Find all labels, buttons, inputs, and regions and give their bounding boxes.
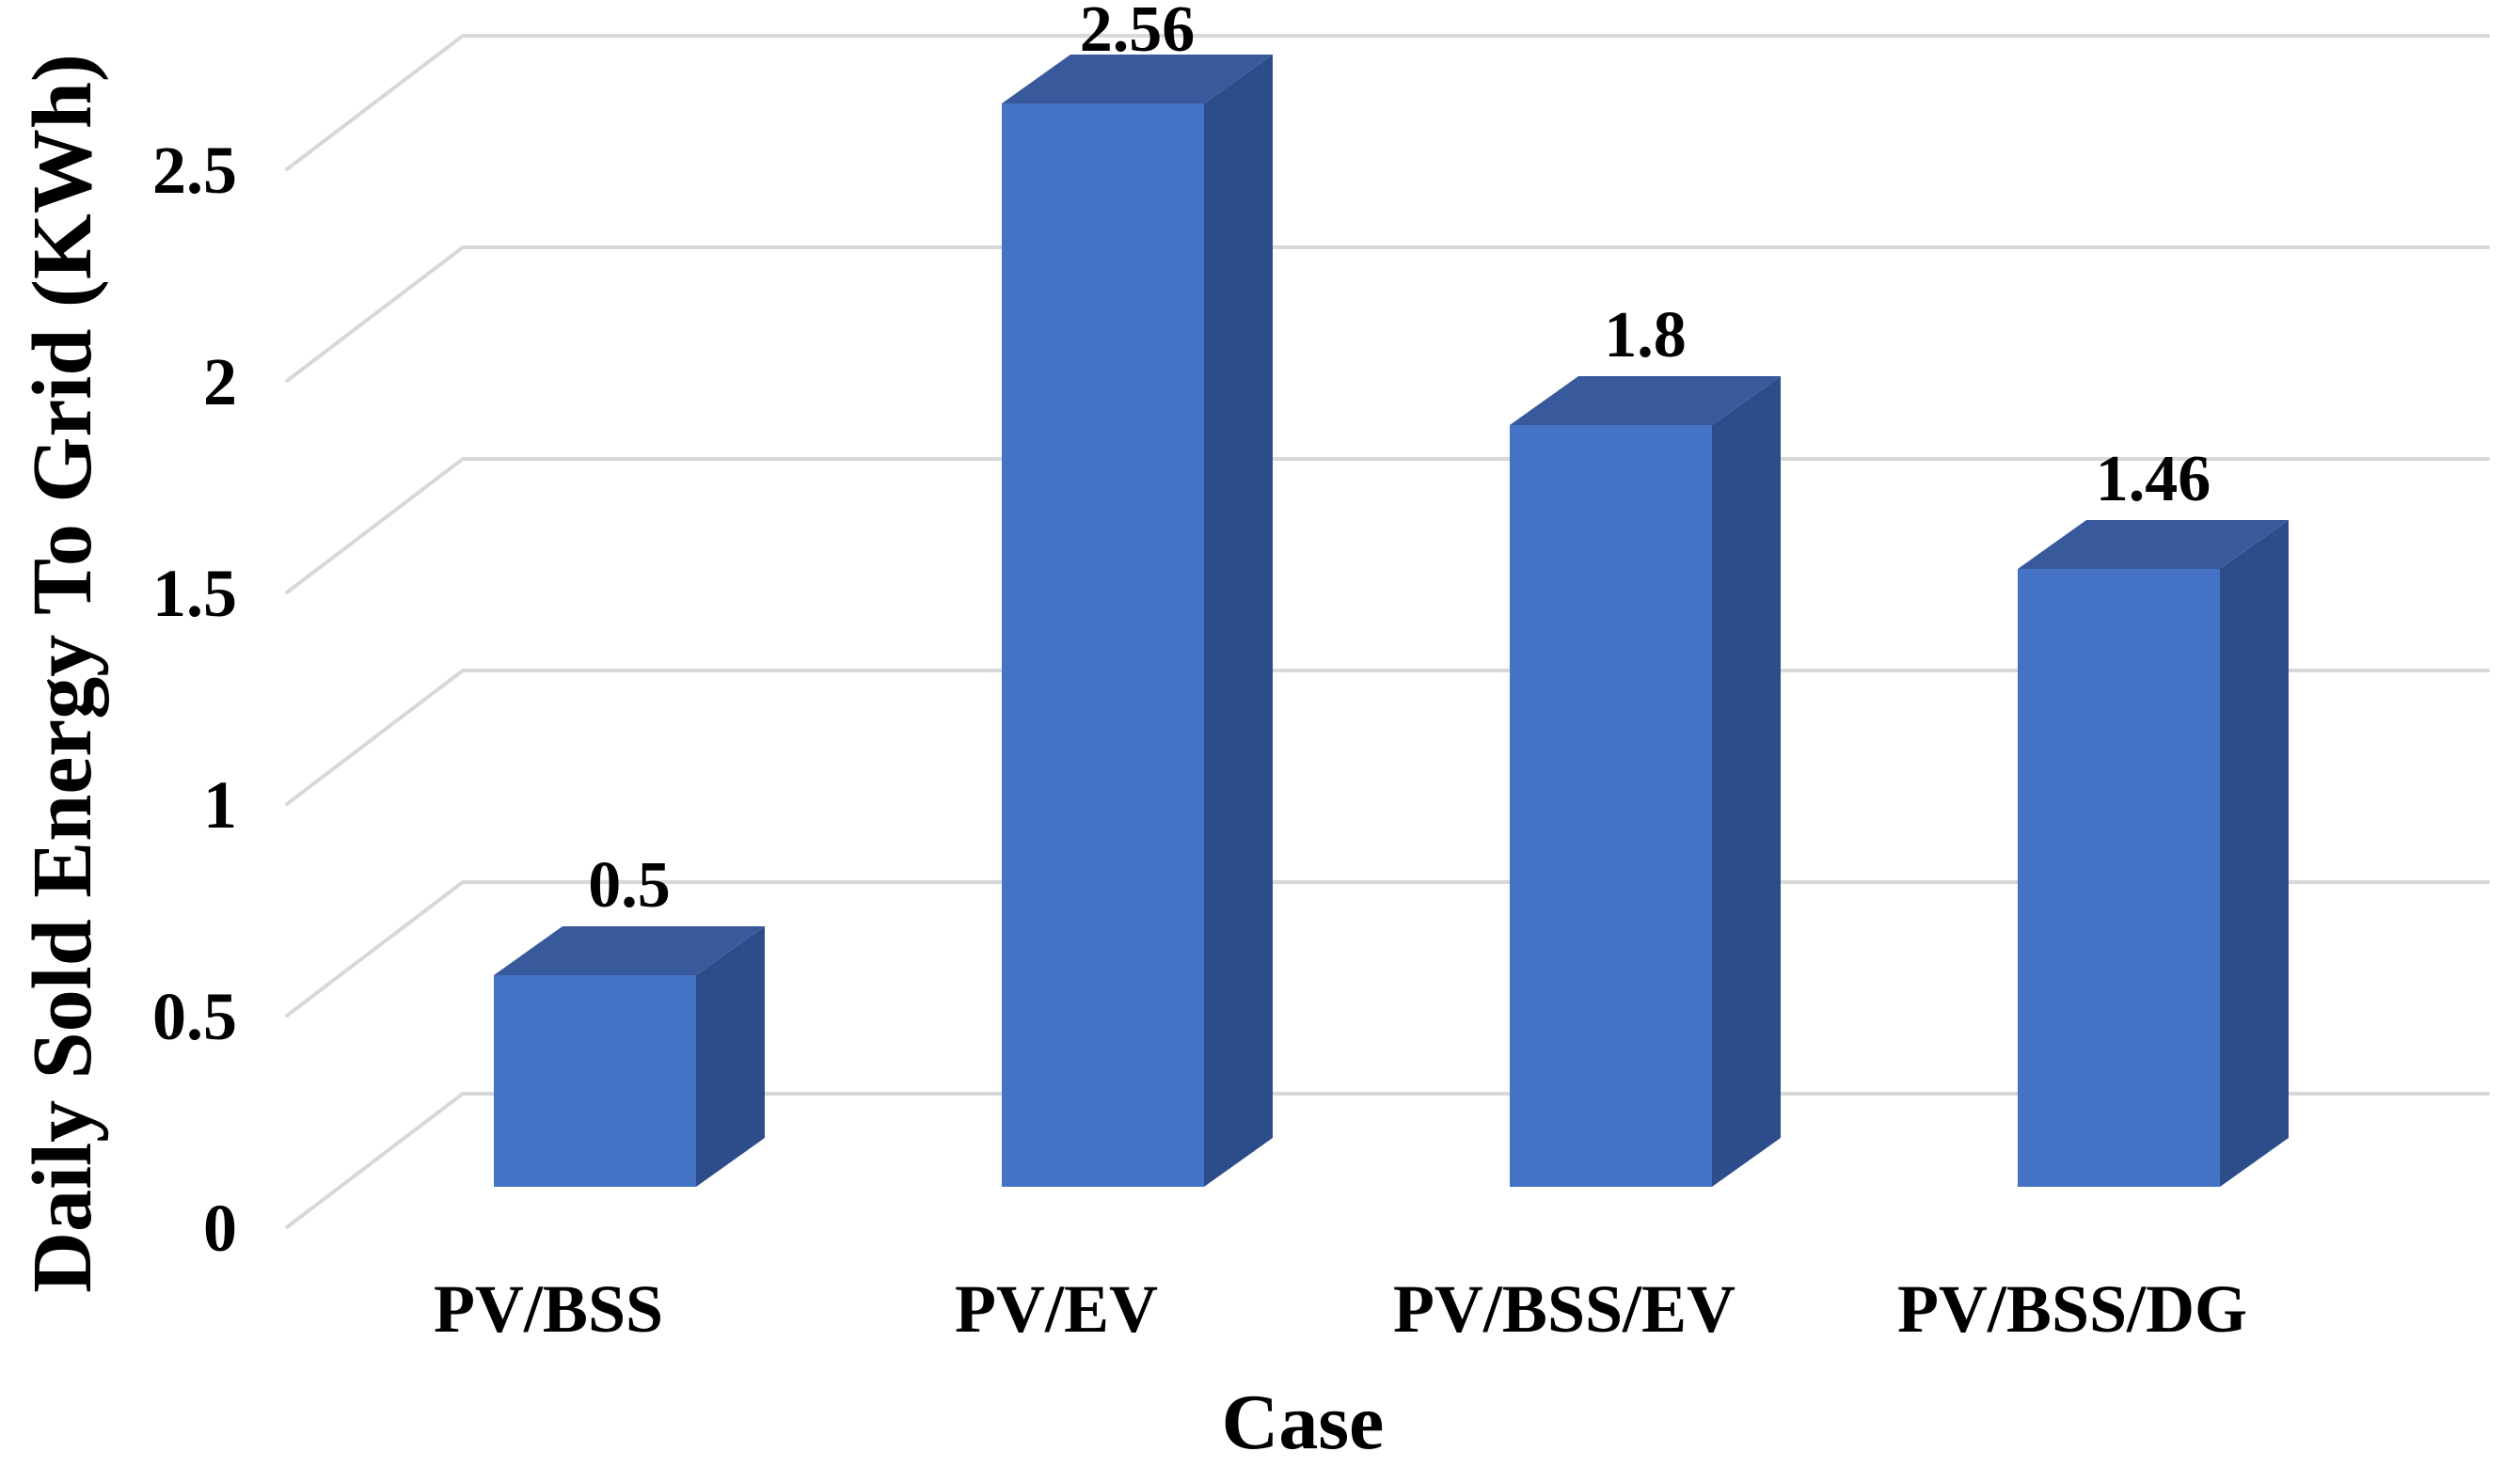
bar-value-label-pv-ev: 2.56: [1080, 0, 1196, 66]
x-category-label-pv-bss-ev: PV/BSS/EV: [1393, 1271, 1735, 1347]
y-tick-label-0: 0: [203, 1191, 237, 1266]
bar-side-face: [696, 926, 765, 1187]
y-axis-tick-labels: 0 0.5 1 1.5 2 2.5: [152, 133, 237, 1266]
bar-group-pv-ev: 2.56 PV/EV: [955, 0, 1273, 1347]
gridline-1: [285, 669, 2490, 806]
y-tick-label-0-5: 0.5: [152, 979, 237, 1054]
bar-front-face: [1002, 103, 1204, 1187]
bar-top-face: [2018, 520, 2289, 569]
bar-group-pv-bss: 0.5 PV/BSS: [434, 849, 765, 1347]
x-category-label-pv-bss: PV/BSS: [434, 1271, 663, 1347]
y-tick-label-2: 2: [203, 344, 237, 419]
bar-front-face: [2018, 569, 2220, 1187]
bar-group-pv-bss-ev: 1.8 PV/BSS/EV: [1393, 299, 1781, 1347]
gridline-1-5: [285, 457, 2490, 594]
x-axis-title: Case: [1222, 1379, 1385, 1466]
x-category-label-pv-ev: PV/EV: [955, 1271, 1158, 1347]
bar-side-face: [2220, 520, 2289, 1187]
y-tick-label-1: 1: [203, 767, 237, 843]
bar-top-face: [494, 926, 765, 975]
gridlines-group: [285, 34, 2490, 1229]
bar-top-face: [1002, 55, 1273, 103]
bar-value-label-pv-bss-ev: 1.8: [1604, 299, 1687, 371]
bar-value-label-pv-bss-dg: 1.46: [2096, 443, 2211, 515]
bar-side-face: [1712, 376, 1781, 1187]
bar-value-label-pv-bss: 0.5: [588, 849, 671, 922]
bar-group-pv-bss-dg: 1.46 PV/BSS/DG: [1897, 443, 2289, 1347]
gridline-0: [285, 1092, 2490, 1229]
gridline-2: [285, 245, 2490, 383]
bar-side-face: [1204, 55, 1273, 1187]
bar-top-face: [1510, 376, 1781, 425]
y-axis-title: Daily Sold Energy To Grid (KWh): [16, 54, 109, 1293]
bar-front-face: [1510, 425, 1712, 1187]
bar-front-face: [494, 975, 696, 1187]
x-category-label-pv-bss-dg: PV/BSS/DG: [1897, 1271, 2247, 1347]
gridline-2-5: [285, 34, 2490, 171]
y-tick-label-1-5: 1.5: [152, 556, 237, 631]
gridline-0-5: [285, 880, 2490, 1018]
y-tick-label-2-5: 2.5: [152, 133, 237, 208]
